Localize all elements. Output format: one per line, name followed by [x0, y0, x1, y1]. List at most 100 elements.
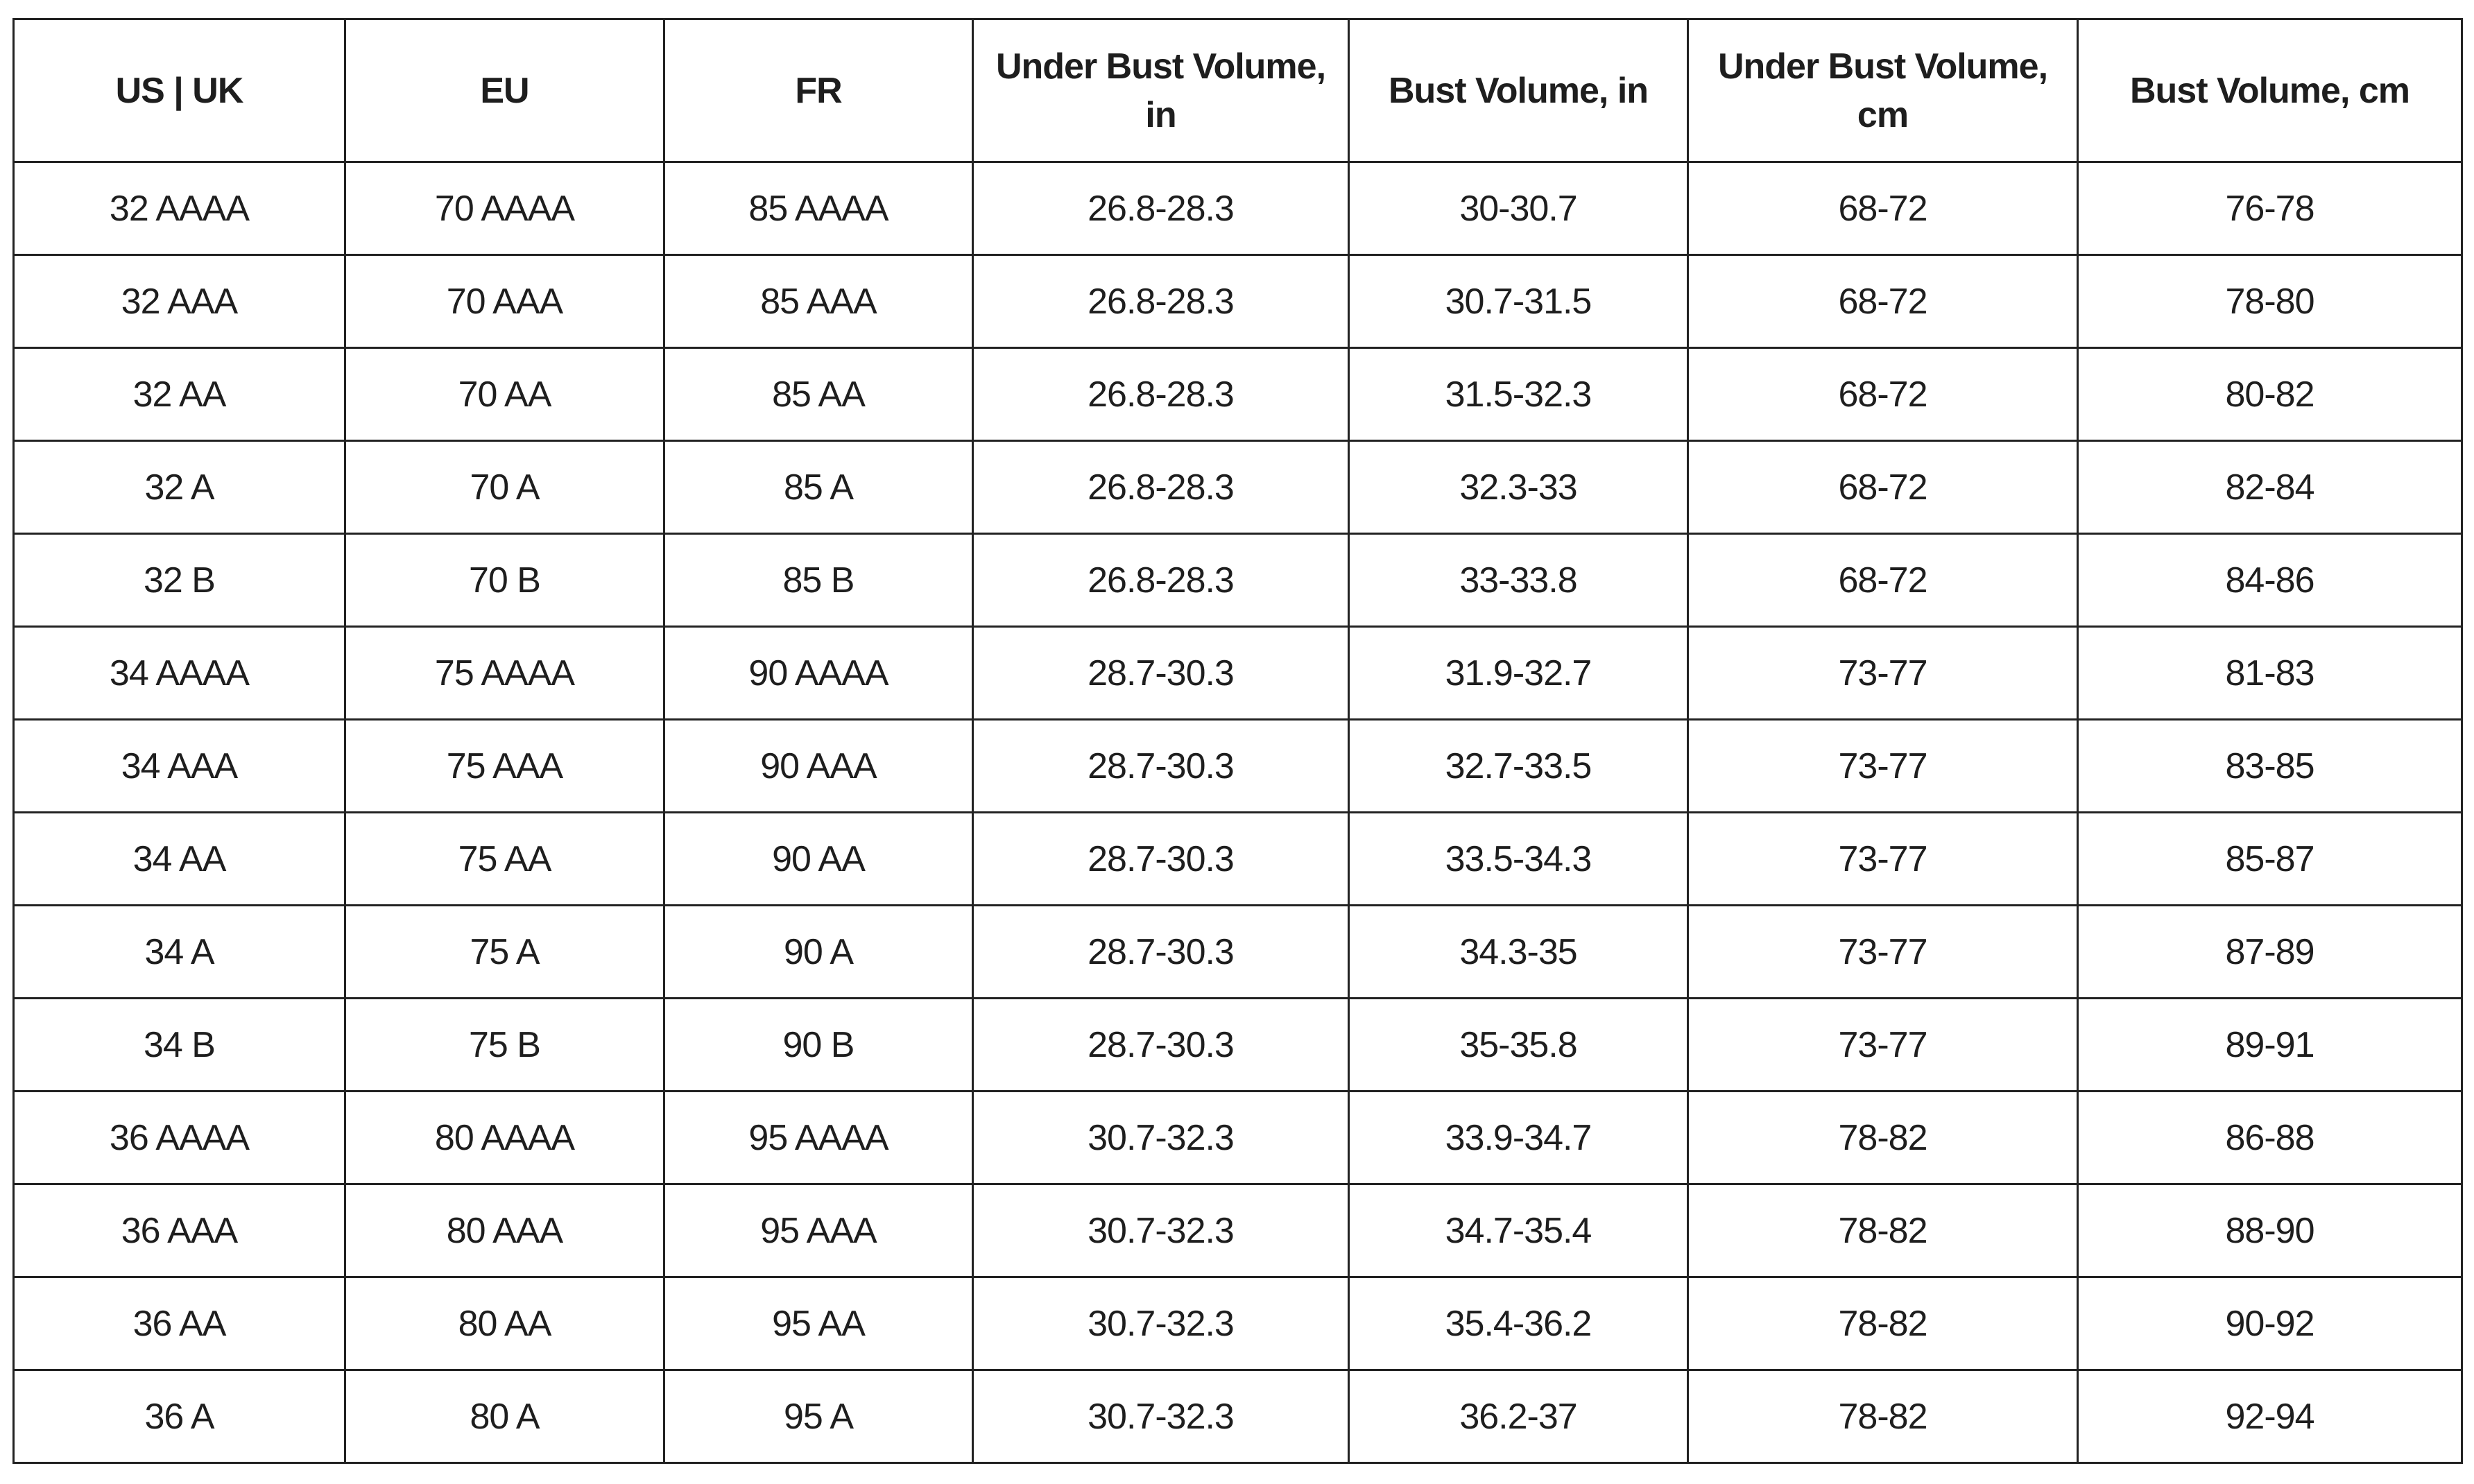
cell-bust-in: 30.7-31.5: [1348, 254, 1689, 349]
cell-under-bust-cm: 73-77: [1687, 718, 2079, 813]
cell-fr: 85 A: [663, 440, 974, 535]
cell-under-bust-in: 28.7-30.3: [972, 811, 1350, 906]
header-bust-cm: Bust Volume, cm: [2077, 18, 2463, 163]
cell-under-bust-in: 30.7-32.3: [972, 1276, 1350, 1371]
cell-eu: 80 A: [344, 1369, 665, 1464]
cell-bust-cm: 78-80: [2077, 254, 2463, 349]
cell-eu: 70 AAAA: [344, 161, 665, 256]
cell-fr: 85 AAA: [663, 254, 974, 349]
cell-under-bust-cm: 73-77: [1687, 997, 2079, 1092]
cell-fr: 90 B: [663, 997, 974, 1092]
cell-bust-in: 33-33.8: [1348, 533, 1689, 628]
cell-bust-in: 32.7-33.5: [1348, 718, 1689, 813]
cell-bust-cm: 87-89: [2077, 904, 2463, 999]
cell-us-uk: 34 A: [12, 904, 346, 999]
size-chart-table: US | UK EU FR Under Bust Volume, in Bust Vol…: [12, 18, 2463, 1464]
cell-us-uk: 36 AAA: [12, 1183, 346, 1278]
cell-fr: 90 A: [663, 904, 974, 999]
cell-under-bust-cm: 68-72: [1687, 440, 2079, 535]
cell-under-bust-cm: 68-72: [1687, 533, 2079, 628]
cell-us-uk: 32 B: [12, 533, 346, 628]
table-row: 36 AAA 80 AAA 95 AAA 30.7-32.3 34.7-35.4 78-8…: [12, 1183, 2463, 1278]
cell-under-bust-in: 28.7-30.3: [972, 718, 1350, 813]
cell-bust-in: 35.4-36.2: [1348, 1276, 1689, 1371]
cell-under-bust-in: 26.8-28.3: [972, 161, 1350, 256]
header-under-bust-in: Under Bust Volume, in: [972, 18, 1350, 163]
cell-eu: 70 AAA: [344, 254, 665, 349]
cell-bust-in: 33.5-34.3: [1348, 811, 1689, 906]
cell-fr: 85 B: [663, 533, 974, 628]
cell-eu: 75 AAA: [344, 718, 665, 813]
cell-under-bust-in: 30.7-32.3: [972, 1090, 1350, 1185]
cell-under-bust-in: 28.7-30.3: [972, 625, 1350, 721]
cell-under-bust-in: 30.7-32.3: [972, 1369, 1350, 1464]
table-row: 34 AAAA 75 AAAA 90 AAAA 28.7-30.3 31.9-32.7 7…: [12, 625, 2463, 721]
cell-eu: 70 AA: [344, 347, 665, 442]
cell-bust-in: 31.9-32.7: [1348, 625, 1689, 721]
cell-fr: 95 AAA: [663, 1183, 974, 1278]
cell-under-bust-in: 28.7-30.3: [972, 997, 1350, 1092]
header-us-uk: US | UK: [12, 18, 346, 163]
header-eu: EU: [344, 18, 665, 163]
cell-under-bust-cm: 78-82: [1687, 1090, 2079, 1185]
table-row: 32 AA 70 AA 85 AA 26.8-28.3 31.5-32.3 68-72 80…: [12, 347, 2463, 442]
cell-bust-in: 34.7-35.4: [1348, 1183, 1689, 1278]
header-fr: FR: [663, 18, 974, 163]
cell-us-uk: 36 AA: [12, 1276, 346, 1371]
cell-bust-cm: 89-91: [2077, 997, 2463, 1092]
header-bust-in: Bust Volume, in: [1348, 18, 1689, 163]
cell-under-bust-in: 26.8-28.3: [972, 347, 1350, 442]
cell-under-bust-cm: 78-82: [1687, 1276, 2079, 1371]
cell-fr: 90 AAAA: [663, 625, 974, 721]
table-row: 36 AA 80 AA 95 AA 30.7-32.3 35.4-36.2 78-82 90…: [12, 1276, 2463, 1371]
cell-under-bust-cm: 73-77: [1687, 904, 2079, 999]
cell-under-bust-in: 26.8-28.3: [972, 440, 1350, 535]
cell-us-uk: 32 AAA: [12, 254, 346, 349]
cell-bust-cm: 88-90: [2077, 1183, 2463, 1278]
cell-under-bust-in: 26.8-28.3: [972, 533, 1350, 628]
cell-bust-cm: 85-87: [2077, 811, 2463, 906]
cell-fr: 85 AAAA: [663, 161, 974, 256]
cell-bust-cm: 76-78: [2077, 161, 2463, 256]
cell-bust-cm: 83-85: [2077, 718, 2463, 813]
cell-bust-cm: 81-83: [2077, 625, 2463, 721]
table-row: 32 B 70 B 85 B 26.8-28.3 33-33.8 68-72 84-86: [12, 533, 2463, 628]
cell-fr: 90 AAA: [663, 718, 974, 813]
cell-eu: 80 AAAA: [344, 1090, 665, 1185]
cell-eu: 75 B: [344, 997, 665, 1092]
cell-eu: 80 AAA: [344, 1183, 665, 1278]
header-under-bust-cm: Under Bust Volume, cm: [1687, 18, 2079, 163]
cell-under-bust-cm: 78-82: [1687, 1183, 2079, 1278]
table-row: 34 B 75 B 90 B 28.7-30.3 35-35.8 73-77 89-91: [12, 997, 2463, 1092]
cell-bust-cm: 80-82: [2077, 347, 2463, 442]
cell-bust-in: 33.9-34.7: [1348, 1090, 1689, 1185]
cell-bust-in: 35-35.8: [1348, 997, 1689, 1092]
header-row: US | UK EU FR Under Bust Volume, in Bust Vol…: [12, 18, 2463, 163]
table-row: 34 A 75 A 90 A 28.7-30.3 34.3-35 73-77 87-89: [12, 904, 2463, 999]
table-row: 32 AAAA 70 AAAA 85 AAAA 26.8-28.3 30-30.7 68-…: [12, 161, 2463, 256]
cell-bust-in: 31.5-32.3: [1348, 347, 1689, 442]
cell-under-bust-cm: 73-77: [1687, 811, 2079, 906]
cell-under-bust-cm: 78-82: [1687, 1369, 2079, 1464]
table-row: 36 AAAA 80 AAAA 95 AAAA 30.7-32.3 33.9-34.7 7…: [12, 1090, 2463, 1185]
cell-bust-in: 30-30.7: [1348, 161, 1689, 256]
cell-us-uk: 32 AA: [12, 347, 346, 442]
cell-bust-in: 34.3-35: [1348, 904, 1689, 999]
cell-fr: 95 AAAA: [663, 1090, 974, 1185]
cell-eu: 75 AA: [344, 811, 665, 906]
cell-under-bust-in: 30.7-32.3: [972, 1183, 1350, 1278]
cell-under-bust-cm: 68-72: [1687, 254, 2079, 349]
cell-bust-in: 32.3-33: [1348, 440, 1689, 535]
cell-eu: 80 AA: [344, 1276, 665, 1371]
cell-bust-cm: 90-92: [2077, 1276, 2463, 1371]
cell-eu: 75 AAAA: [344, 625, 665, 721]
cell-bust-cm: 82-84: [2077, 440, 2463, 535]
cell-us-uk: 34 AA: [12, 811, 346, 906]
cell-us-uk: 34 AAAA: [12, 625, 346, 721]
table-row: 32 A 70 A 85 A 26.8-28.3 32.3-33 68-72 82-84: [12, 440, 2463, 535]
cell-us-uk: 34 B: [12, 997, 346, 1092]
table-row: 36 A 80 A 95 A 30.7-32.3 36.2-37 78-82 92-94: [12, 1369, 2463, 1464]
cell-eu: 75 A: [344, 904, 665, 999]
cell-eu: 70 A: [344, 440, 665, 535]
cell-under-bust-cm: 73-77: [1687, 625, 2079, 721]
